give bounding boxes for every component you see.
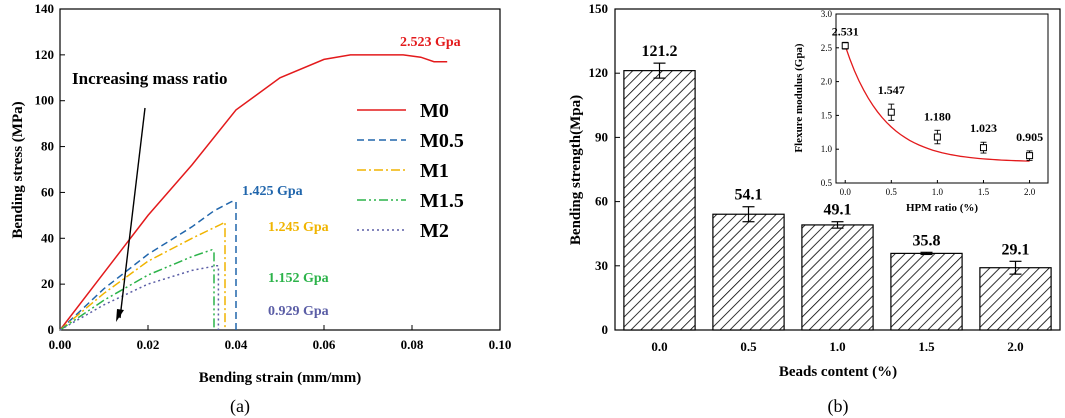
panel-b-label: (b)	[828, 396, 849, 417]
panel-b-ylabel: Bending strength(Mpa)	[568, 95, 584, 245]
a-series-line-m0-5	[59, 200, 237, 331]
panel-b-bars: 121.2 54.1 49.1 35.8 29.1	[623, 43, 1052, 331]
b-ytick-label: 150	[589, 1, 609, 16]
a-series-line-m0	[59, 54, 448, 331]
panel-b-inset-chart: 0.0 0.5 1.0 1.5 2.0 0.5 1.0 1.5 2.0 2.5 3.0 2.531 1…	[793, 9, 1049, 214]
a-modulus-label-m1: 1.245 Gpa	[268, 220, 329, 235]
a-xtick-label: 0.00	[49, 337, 72, 352]
inset-plot-frame	[835, 13, 1049, 184]
bar-value-label-2.0: 29.1	[1002, 241, 1030, 258]
panel-a-legend: M0 M0.5 M1 M1.5 M2	[357, 100, 464, 242]
a-modulus-label-m1-5: 1.152 Gpa	[268, 271, 329, 286]
inset-axis-ticks: 0.0 0.5 1.0 1.5 2.0 0.5 1.0 1.5 2.0 2.5 3.0	[821, 9, 1036, 197]
inset-ytick-label: 1.5	[821, 110, 833, 120]
b-ytick-label: 90	[595, 129, 608, 144]
bar-value-label-1.0: 49.1	[824, 202, 852, 219]
inset-point-label: 1.023	[970, 121, 997, 135]
b-xtick-label: 0.0	[651, 339, 667, 354]
inset-xtick-label: 1.0	[932, 187, 944, 197]
inset-xtick-label: 0.0	[840, 187, 852, 197]
b-xtick-label: 2.0	[1007, 339, 1023, 354]
inset-ytick-label: 1.0	[821, 144, 833, 154]
bar-value-label-0.0: 121.2	[642, 43, 678, 60]
legend-label-m0: M0	[420, 100, 449, 122]
a-ytick-label: 120	[35, 47, 55, 62]
panel-a-ylabel: Bending stress (MPa)	[10, 101, 26, 238]
inset-ytick-label: 2.0	[821, 77, 833, 87]
b-xtick-label: 1.0	[829, 339, 845, 354]
bar-1.0	[801, 224, 874, 331]
a-modulus-label-m2: 0.929 Gpa	[268, 304, 329, 319]
b-xtick-label: 1.5	[918, 339, 935, 354]
b-xtick-label: 0.5	[740, 339, 757, 354]
a-ytick-label: 0	[48, 322, 55, 337]
bar-0.0	[623, 70, 696, 331]
panel-b-xlabel: Beads content (%)	[779, 364, 897, 380]
a-xtick-label: 0.06	[313, 337, 336, 352]
bar-value-label-0.5: 54.1	[735, 187, 763, 204]
panel-a-annotation: Increasing mass ratio	[72, 69, 228, 88]
a-series-line-m2	[59, 265, 220, 331]
panel-a-stress-strain-chart: 0.00 0.02 0.04 0.06 0.08 0.10 0 20 40 60 80 100 120 1…	[10, 1, 511, 417]
inset-point	[841, 42, 849, 50]
inset-xtick-label: 0.5	[886, 187, 898, 197]
arrow-head-icon	[116, 309, 124, 322]
inset-fit-curve	[844, 45, 1030, 162]
inset-point	[887, 108, 895, 116]
a-xtick-label: 0.04	[225, 337, 248, 352]
a-ytick-label: 100	[35, 93, 55, 108]
inset-ytick-label: 0.5	[821, 178, 833, 188]
b-ytick-label: 60	[595, 194, 608, 209]
panel-a-axis-ticks: 0.00 0.02 0.04 0.06 0.08 0.10 0 20 40 60 80 100 120 1…	[35, 1, 512, 352]
inset-points: 2.531 1.547 1.180 1.023 0.905	[832, 24, 1043, 161]
bar-value-label-1.5: 35.8	[913, 232, 941, 249]
bar-1.5	[890, 252, 963, 331]
decreasing-arrow-icon	[119, 107, 146, 319]
inset-point	[1026, 152, 1034, 160]
b-ytick-label: 0	[602, 322, 609, 337]
inset-point	[979, 144, 987, 152]
panel-a-label: (a)	[230, 396, 250, 417]
a-ytick-label: 140	[35, 1, 55, 16]
panel-a-xlabel: Bending strain (mm/mm)	[199, 370, 362, 386]
a-ytick-label: 60	[41, 184, 54, 199]
bar-2.0	[979, 267, 1052, 331]
legend-label-m1: M1	[420, 160, 449, 182]
a-modulus-label-m0-5: 1.425 Gpa	[242, 184, 303, 199]
b-ytick-label: 30	[595, 258, 608, 273]
a-ytick-label: 20	[41, 276, 54, 291]
inset-ytick-label: 3.0	[821, 9, 833, 19]
inset-point-label: 1.547	[878, 83, 905, 97]
panel-a-plot-frame	[59, 8, 501, 331]
inset-point-label: 2.531	[832, 24, 859, 38]
a-ytick-label: 80	[41, 139, 54, 154]
a-series-line-m1	[59, 220, 226, 331]
bar-0.5	[712, 213, 785, 331]
inset-ylabel: Flexure modulus (Gpa)	[793, 43, 805, 153]
inset-xtick-label: 1.5	[978, 187, 990, 197]
a-xtick-label: 0.08	[401, 337, 424, 352]
a-modulus-label-m0: 2.523 Gpa	[400, 35, 461, 50]
b-ytick-label: 120	[589, 65, 609, 80]
a-xtick-label: 0.02	[137, 337, 160, 352]
panel-a-series-group: 2.523 Gpa 1.425 Gpa 1.245 Gpa 1.152 Gpa 0.92…	[59, 35, 461, 331]
inset-point-label: 0.905	[1016, 130, 1043, 144]
inset-point-label: 1.180	[924, 109, 951, 123]
inset-point	[933, 133, 941, 141]
a-ytick-label: 40	[41, 230, 54, 245]
inset-ytick-label: 2.5	[821, 43, 833, 53]
panel-b-bending-strength-chart: 0 30 60 90 120 150 0.0 0.5 1.0 1.5 2.0 121.2 54.1 49…	[568, 1, 1061, 417]
inset-xtick-label: 2.0	[1024, 187, 1036, 197]
inset-xlabel: HPM ratio (%)	[906, 202, 978, 214]
a-xtick-label: 0.10	[489, 337, 512, 352]
legend-label-m2: M2	[420, 220, 449, 242]
legend-label-m0-5: M0.5	[420, 130, 464, 152]
legend-label-m1-5: M1.5	[420, 190, 464, 212]
